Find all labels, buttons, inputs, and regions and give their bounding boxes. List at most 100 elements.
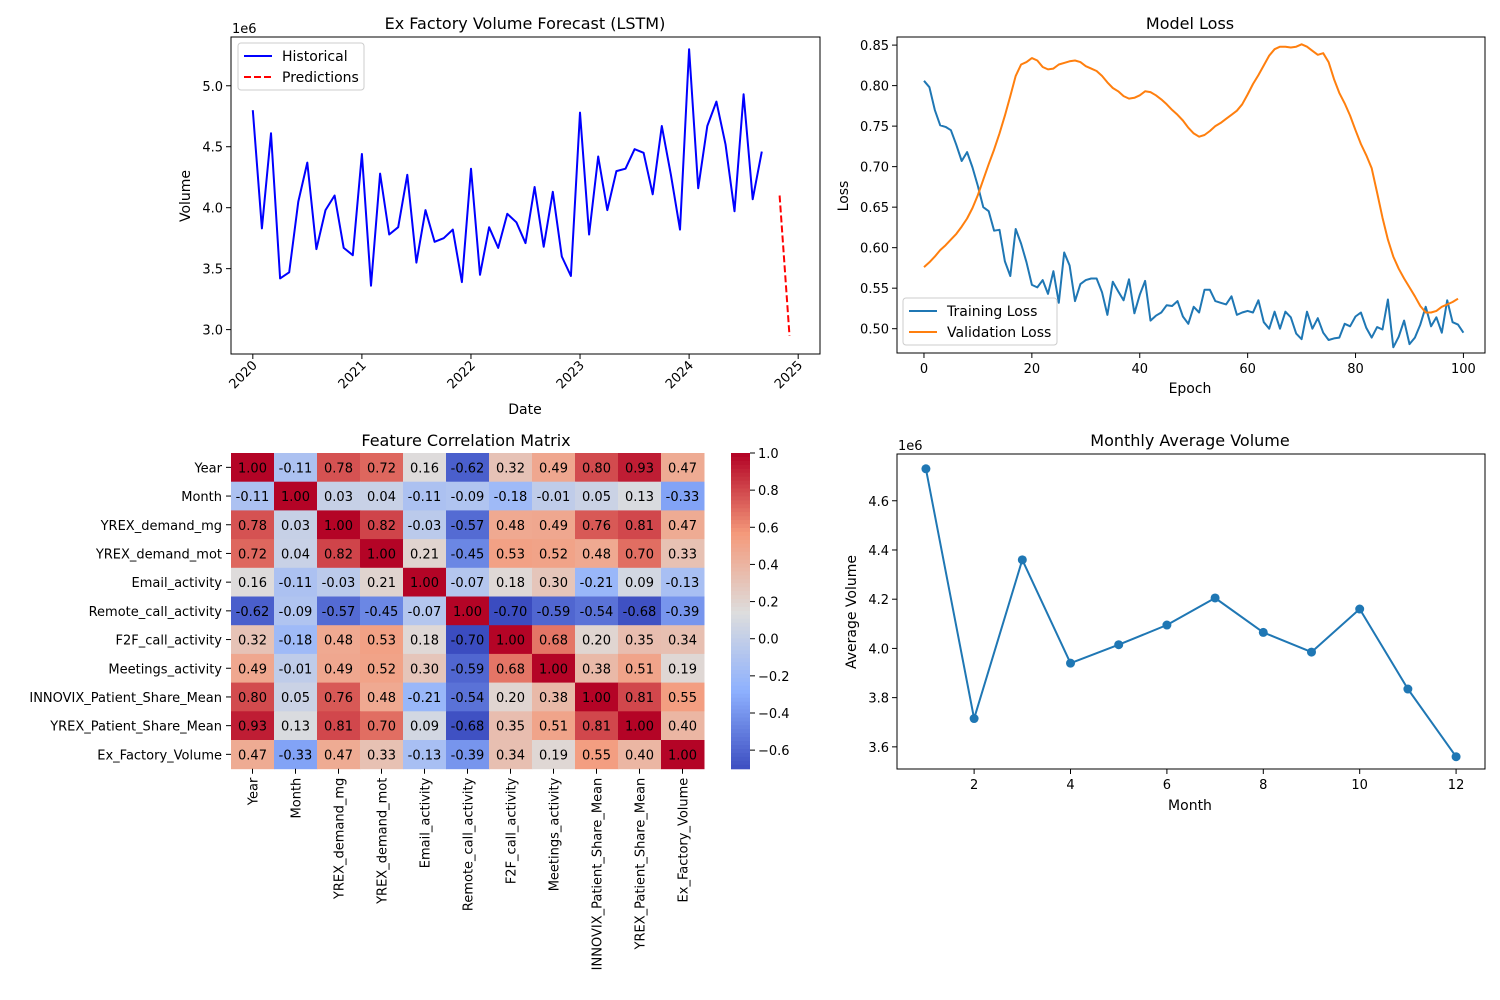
colorbar-segment: [731, 563, 750, 569]
colorbar-segment: [731, 618, 750, 624]
heatmap-title: Feature Correlation Matrix: [361, 431, 570, 450]
colorbar-segment: [731, 666, 750, 671]
series-line-0: [251, 48, 763, 287]
colorbar-tick-label: −0.4: [758, 707, 790, 722]
heatmap-cell-label: 0.35: [496, 720, 525, 735]
heatmap-cell-label: 0.30: [410, 662, 439, 677]
loss-legend-box: [902, 297, 1058, 346]
heatmap-cell-label: -0.11: [279, 576, 313, 591]
colorbar-segment: [731, 453, 750, 458]
colorbar-segment: [731, 658, 750, 663]
heatmap-cell-label: 0.13: [281, 720, 310, 735]
colorbar-segment: [731, 516, 750, 521]
heatmap-cell-label: 0.09: [410, 720, 439, 735]
colorbar-segment: [731, 650, 750, 655]
heatmap-cell-label: 0.05: [281, 691, 310, 706]
heatmap-cell-label: 1.00: [625, 720, 654, 735]
heatmap-cell-label: 0.68: [496, 662, 525, 677]
heatmap-row-label: Year: [193, 461, 222, 476]
heatmap-cell: [446, 510, 490, 540]
heatmap-cell: [231, 625, 275, 655]
colorbar-segment: [731, 460, 750, 466]
colorbar-segment: [731, 721, 750, 726]
heatmap-cell: [446, 682, 490, 712]
series-line-0: [923, 80, 1465, 349]
y-tick-label: 4.6: [868, 495, 889, 510]
data-point: [969, 714, 979, 724]
heatmap-cell: [489, 682, 533, 712]
heatmap-cell-label: 0.04: [367, 490, 396, 505]
colorbar-segment: [731, 595, 750, 600]
x-tick-label: 2: [970, 778, 978, 793]
heatmap-cell: [403, 453, 447, 483]
heatmap-cell-label: 0.19: [539, 748, 568, 763]
heatmap-cell: [489, 596, 533, 626]
y-tick-label: 0.70: [860, 161, 889, 176]
colorbar-segment: [731, 512, 750, 517]
data-point: [1306, 647, 1316, 657]
colorbar-segment: [731, 524, 750, 529]
heatmap-cell: [446, 481, 490, 511]
heatmap-cell: [403, 510, 447, 540]
heatmap-cell-label: -0.03: [322, 576, 356, 591]
heatmap-cell: [532, 596, 576, 626]
heatmap-cell-label: 0.38: [539, 691, 568, 706]
y-tick-label: 0.60: [860, 242, 889, 257]
heatmap-cell-label: 1.00: [324, 519, 353, 534]
heatmap-cell: [360, 539, 404, 569]
heatmap-cell-label: 0.13: [625, 490, 654, 505]
heatmap-cell: [231, 740, 275, 770]
heatmap-cell-label: -0.33: [666, 490, 700, 505]
heatmap-cell: [618, 682, 662, 712]
heatmap-cell: [360, 510, 404, 540]
heatmap-cell-label: 0.51: [539, 720, 568, 735]
colorbar-segment: [731, 476, 750, 482]
heatmap-row-label: Remote_call_activity: [89, 605, 223, 620]
colorbar-segment: [731, 500, 750, 505]
heatmap-cell-label: 0.03: [281, 519, 310, 534]
heatmap-cell-label: 0.81: [324, 720, 353, 735]
heatmap-cell: [274, 510, 318, 540]
heatmap-cell: [489, 711, 533, 741]
correlation-heatmap: Feature Correlation Matrix 1.00 -0.11 0.78…: [29, 431, 789, 970]
colorbar-segment: [731, 599, 750, 604]
forecast-plot-frame: [230, 36, 821, 355]
heatmap-cell-label: 1.00: [668, 748, 697, 763]
heatmap-cell-label: -0.01: [279, 662, 313, 677]
heatmap-cell: [317, 453, 361, 483]
heatmap-cell: [317, 596, 361, 626]
heatmap-cell-label: 0.81: [625, 519, 654, 534]
heatmap-cell-label: 0.53: [367, 634, 396, 649]
heatmap-cell: [403, 711, 447, 741]
heatmap-row-label: F2F_call_activity: [116, 634, 223, 649]
heatmap-col-label: INNOVIX_Patient_Share_Mean: [591, 778, 606, 971]
heatmap-cell-label: 0.52: [539, 547, 568, 562]
heatmap-col-label: YREX_Patient_Share_Mean: [634, 778, 649, 951]
heatmap-cell: [661, 567, 705, 597]
colorbar-segment: [731, 456, 750, 462]
colorbar-segment: [731, 741, 750, 746]
heatmap-cell-label: 0.80: [582, 461, 611, 476]
heatmap-cell-label: -0.33: [279, 748, 313, 763]
colorbar-segment: [731, 551, 750, 557]
loss-chart: Model Loss Epoch Loss 0 20 40 60 80 100 0.50 0.…: [836, 14, 1486, 397]
colorbar-segment: [731, 630, 750, 636]
colorbar-segment: [731, 583, 750, 588]
heatmap-cell-label: 0.93: [238, 720, 267, 735]
x-tick-label: 20: [1024, 362, 1041, 377]
data-point: [1066, 658, 1076, 668]
heatmap-col-label: Meetings_activity: [548, 777, 563, 891]
colorbar-segment: [731, 689, 750, 695]
y-tick-label: 4.4: [868, 544, 889, 559]
heatmap-cell-label: -0.07: [408, 605, 442, 620]
colorbar-segment: [731, 579, 750, 584]
series-line-1: [778, 195, 791, 336]
heatmap-col-label: YREX_demand_mot: [376, 778, 391, 905]
heatmap-cell-label: 0.80: [238, 691, 267, 706]
heatmap-cell: [231, 711, 275, 741]
heatmap-cell-label: 0.34: [496, 748, 525, 763]
data-point: [1403, 684, 1413, 694]
data-point: [1258, 627, 1268, 637]
heatmap-cell-label: 0.33: [668, 547, 697, 562]
colorbar-tick-label: 0.8: [758, 484, 779, 499]
